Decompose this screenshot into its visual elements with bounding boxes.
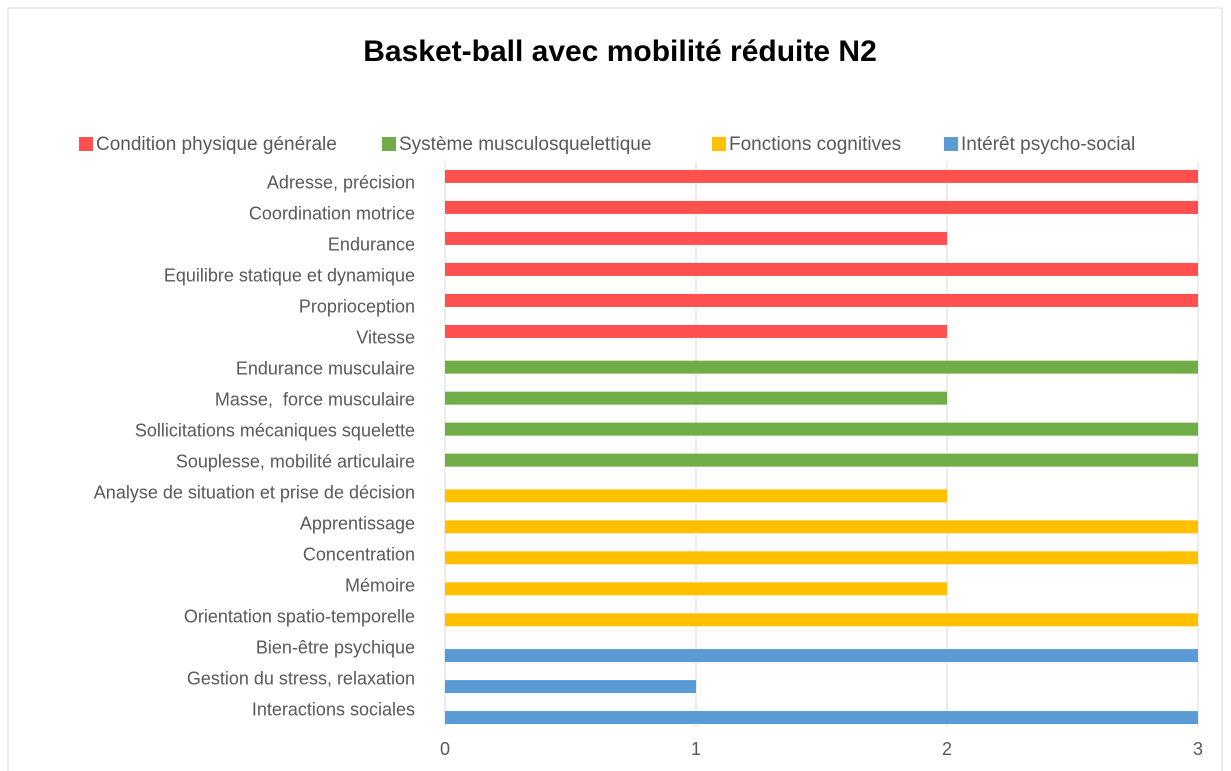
y-tick-label: Vitesse — [356, 327, 415, 347]
legend-label: Intérêt psycho-social — [961, 134, 1135, 155]
y-tick-label: Endurance musculaire — [236, 358, 415, 378]
y-tick-label: Interactions sociales — [252, 699, 415, 719]
y-tick-label: Apprentissage — [300, 513, 415, 533]
bar — [445, 360, 1198, 374]
bar — [445, 582, 947, 596]
y-tick-label: Proprioception — [299, 296, 415, 316]
bar — [445, 551, 1198, 565]
x-tick-label: 0 — [440, 739, 450, 759]
y-tick-label: Endurance — [328, 234, 415, 254]
bar — [445, 520, 1198, 534]
y-tick-label: Masse, force musculaire — [215, 389, 415, 409]
y-tick-label: Gestion du stress, relaxation — [187, 668, 415, 688]
bar — [445, 453, 1198, 467]
x-tick-label: 2 — [942, 739, 952, 759]
x-tick-label: 1 — [691, 739, 701, 759]
chart-border — [7, 7, 1223, 771]
y-tick-label: Bien-être psychique — [256, 637, 415, 657]
bar — [445, 711, 1198, 725]
y-tick-label: Sollicitations mécaniques squelette — [135, 420, 415, 440]
y-tick-label: Coordination motrice — [249, 203, 415, 223]
bar — [445, 680, 696, 694]
y-tick-label: Analyse de situation et prise de décisio… — [94, 482, 415, 502]
bar — [445, 169, 1198, 183]
legend-swatch — [382, 137, 396, 151]
chart-title: Basket-ball avec mobilité réduite N2 — [363, 35, 877, 68]
y-tick-label: Souplesse, mobilité articulaire — [176, 451, 415, 471]
legend-label: Condition physique générale — [96, 134, 337, 155]
bar — [445, 422, 1198, 436]
y-tick-label: Adresse, précision — [267, 172, 415, 192]
legend-label: Système musculosquelettique — [399, 134, 651, 155]
bar — [445, 324, 947, 338]
y-tick-label: Equilibre statique et dynamique — [164, 265, 415, 285]
legend-swatch — [944, 137, 958, 151]
legend-swatch — [79, 137, 93, 151]
y-tick-label: Mémoire — [345, 575, 415, 595]
y-tick-label: Orientation spatio-temporelle — [184, 606, 415, 626]
legend-label: Fonctions cognitives — [729, 134, 901, 155]
bar — [445, 613, 1198, 627]
legend-swatch — [712, 137, 726, 151]
bar — [445, 489, 947, 503]
bar — [445, 231, 947, 245]
bar — [445, 649, 1198, 663]
x-tick-label: 3 — [1193, 739, 1203, 759]
bar — [445, 391, 947, 405]
bar — [445, 200, 1198, 214]
bar — [445, 293, 1198, 307]
y-tick-label: Concentration — [303, 544, 415, 564]
bar — [445, 262, 1198, 276]
